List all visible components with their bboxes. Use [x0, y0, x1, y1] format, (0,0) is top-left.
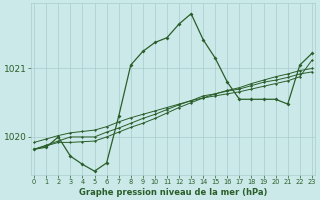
X-axis label: Graphe pression niveau de la mer (hPa): Graphe pression niveau de la mer (hPa)	[79, 188, 267, 197]
